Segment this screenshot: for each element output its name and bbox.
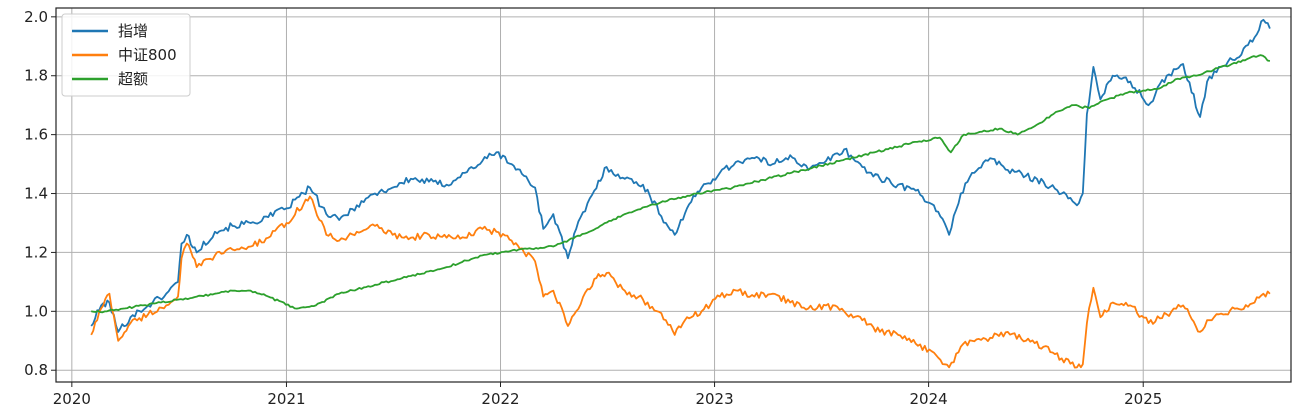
x-tick-label: 2025 <box>1124 390 1162 408</box>
y-tick-label: 1.2 <box>24 243 48 261</box>
x-tick-label: 2023 <box>695 390 733 408</box>
series-lines <box>90 18 1271 369</box>
legend-label: 中证800 <box>118 46 177 64</box>
grid <box>56 8 1291 382</box>
x-tick-label: 2022 <box>481 390 519 408</box>
axis-ticks: 2020 2021 2022 2023 2024 2025 0.8 1.0 1.2 1.4 1.6 1… <box>24 8 1162 408</box>
legend-label: 超额 <box>118 70 148 88</box>
y-tick-label: 1.0 <box>24 302 48 320</box>
series-line <box>90 18 1271 333</box>
legend-label: 指增 <box>118 22 148 40</box>
x-tick-label: 2021 <box>267 390 305 408</box>
y-tick-label: 0.8 <box>24 361 48 379</box>
series-line <box>90 195 1271 369</box>
x-tick-label: 2020 <box>53 390 91 408</box>
y-tick-label: 1.4 <box>24 185 48 203</box>
y-tick-label: 2.0 <box>24 8 48 26</box>
y-tick-label: 1.6 <box>24 126 48 144</box>
series-line <box>91 54 1271 314</box>
y-tick-label: 1.8 <box>24 67 48 85</box>
plot-frame <box>55 7 1292 383</box>
legend-box <box>61 13 191 97</box>
x-tick-label: 2024 <box>909 390 947 408</box>
